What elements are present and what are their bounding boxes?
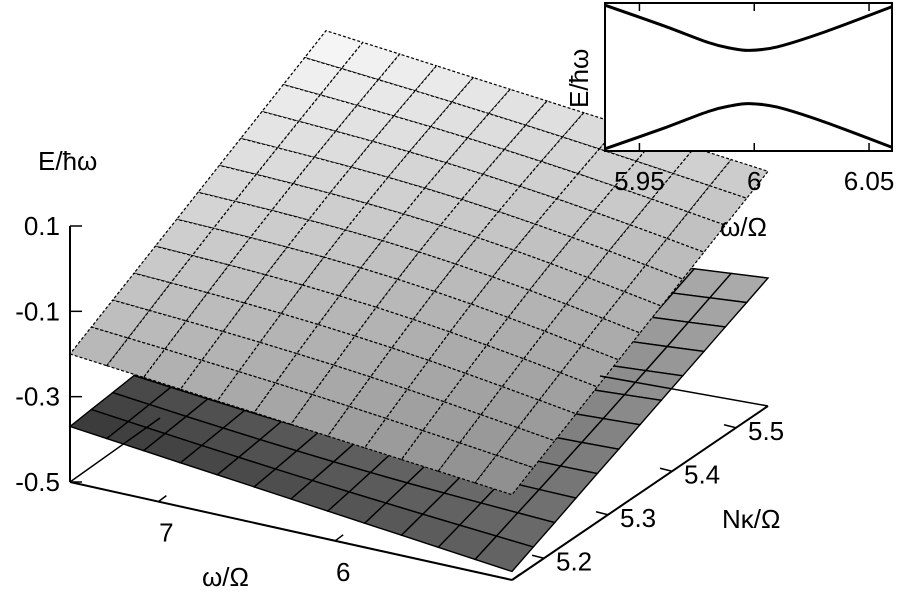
surface-cell [437, 442, 498, 484]
inset-ticks: 5.95 6 6.05 [614, 3, 894, 196]
surface-cell [473, 535, 535, 573]
inset-frame [604, 2, 893, 152]
back-edge-line-2 [599, 375, 769, 407]
ticks-3d: 0.1 -0.1 -0.3 -0.5 7 6 5 5.2 5.3 5.4 5.5 [15, 211, 784, 598]
y-tick [595, 511, 609, 516]
inset-x-tick-label: 5.95 [614, 166, 665, 196]
inset-y-label: E/ħω [564, 49, 594, 108]
surface-cell [474, 454, 535, 496]
inset-x-tick-label: 6 [747, 166, 761, 196]
z-tick-label: 0.1 [24, 211, 60, 241]
z-tick-label: -0.1 [15, 296, 60, 326]
inset-series [604, 3, 893, 151]
y-axis-line [511, 405, 769, 581]
axes-3d [69, 226, 769, 581]
surface-cell [400, 429, 461, 472]
z-tick-label: -0.3 [15, 382, 60, 412]
y-tick-label: 5.5 [748, 416, 784, 446]
x-axis-label: ω/Ω [202, 562, 249, 592]
surface-cell [363, 417, 424, 461]
y-tick [531, 554, 545, 559]
y-tick-label: 5.3 [620, 503, 656, 533]
inset-x-label: ω/Ω [720, 212, 767, 242]
surfaces-group [68, 30, 770, 573]
x-tick [334, 534, 344, 542]
inset-chart: 5.95 6 6.05 E/ħω ω/Ω [564, 2, 894, 242]
y-tick [659, 467, 673, 472]
back-edge-line [69, 417, 161, 483]
z-axis-label: E/ħω [38, 146, 97, 176]
x-tick [511, 573, 521, 581]
y-tick [723, 424, 737, 429]
y-axis-label: Nκ/Ω [722, 504, 780, 534]
inset-x-tick-label: 6.05 [844, 166, 895, 196]
y-tick-label: 5.2 [556, 546, 592, 576]
x-axis-line [69, 481, 513, 581]
inset-upper-branch [604, 3, 893, 52]
x-tick-label: 5 [513, 596, 527, 598]
inset-lower-branch [604, 102, 893, 151]
upper-surface [68, 30, 770, 496]
y-tick-label: 5.4 [684, 459, 720, 489]
z-tick-label: -0.5 [15, 467, 60, 497]
x-tick [157, 495, 167, 503]
x-tick-label: 6 [336, 557, 350, 587]
x-tick-label: 7 [159, 518, 173, 548]
